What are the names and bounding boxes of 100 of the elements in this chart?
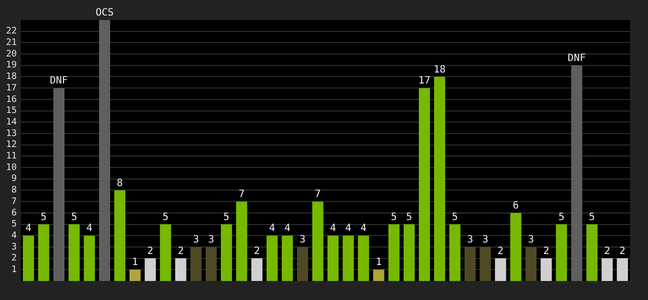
bar [464,246,476,281]
data-label: 5 [406,212,412,223]
data-label: 18 [434,64,446,76]
bar [297,246,308,281]
y-tick-label: 10 [6,162,17,173]
bar [418,88,430,281]
data-label: 3 [192,234,199,246]
y-tick-label: 13 [6,128,17,139]
y-tick-label: 21 [6,38,17,48]
data-label: 3 [300,234,306,246]
data-label: 2 [498,246,504,257]
y-tick-label: 7 [11,196,17,207]
data-label: 2 [604,246,610,257]
data-label: DNF [50,76,68,87]
bar [327,236,339,281]
y-tick-label: 11 [6,152,17,162]
y-tick-label: 1 [11,264,17,275]
data-label: 3 [208,234,214,246]
data-label: 7 [314,189,321,200]
y-tick-label: 14 [6,117,17,128]
bar [266,236,278,281]
y-tick-label: 16 [6,94,17,105]
y-tick-label: 5 [11,220,17,230]
bar [342,236,354,281]
data-label: 1 [376,257,382,268]
data-label: 5 [40,212,47,223]
data-label: 3 [467,234,474,246]
y-tick-label: 17 [6,83,17,94]
bar [494,258,506,281]
bar [510,212,522,281]
bar [449,224,460,281]
bar [114,190,126,281]
bar [160,224,172,281]
bar [190,246,202,281]
data-label: 5 [71,212,78,223]
data-label: 2 [178,246,184,257]
data-label: 4 [345,223,352,234]
y-tick-label: 9 [11,174,17,184]
bar [53,88,64,281]
data-label: 4 [284,223,290,234]
bar [144,258,156,281]
bar [358,236,370,281]
bar [68,224,80,281]
y-tick-label: 20 [6,49,17,60]
y-tick-label: 8 [11,186,17,196]
bar [556,224,568,281]
y-tick-label: 19 [6,60,17,71]
y-tick-label: 18 [6,72,17,82]
bar [312,202,324,281]
bar [84,236,95,281]
data-label: 2 [619,246,626,257]
data-label: 7 [238,189,245,200]
bar [38,224,50,281]
bar [434,76,446,281]
bar [404,224,415,281]
data-label: 8 [116,178,123,189]
data-label: 5 [223,212,230,223]
bar [602,258,613,281]
data-label: 5 [452,212,458,223]
bar [282,236,293,281]
data-label: 4 [25,223,32,234]
y-tick-label: 22 [6,26,17,37]
bar [525,246,537,281]
bar [616,258,628,281]
data-label: 1 [132,257,138,268]
bar [22,236,34,281]
bar [175,258,186,281]
data-label: 17 [418,76,430,87]
data-label: 5 [588,212,595,223]
bar [571,65,582,281]
bar [129,270,141,281]
data-label: 4 [360,223,367,234]
data-label: 5 [390,212,397,223]
bar [236,202,248,281]
data-label: 3 [528,234,534,246]
bar [99,20,110,281]
bar [206,246,217,281]
data-label: DNF [568,52,586,64]
data-label: 4 [330,223,336,234]
data-label: 2 [254,246,260,257]
data-label: 2 [543,246,550,257]
bar [586,224,598,281]
data-label: 6 [512,200,519,212]
y-tick-label: 12 [6,140,17,150]
data-label: 4 [269,223,276,234]
y-tick-label: 3 [11,242,17,252]
bar [251,258,262,281]
bar [480,246,491,281]
data-label: 3 [482,234,488,246]
bar [388,224,400,281]
data-label: OCS [96,8,114,19]
data-label: 4 [86,223,92,234]
bar [220,224,232,281]
bar [540,258,552,281]
data-label: 2 [147,246,154,257]
data-label: 5 [558,212,564,223]
data-label: 5 [162,212,169,223]
y-tick-label: 6 [11,208,17,218]
y-tick-label: 4 [11,230,17,241]
y-tick-label: 2 [11,254,17,264]
